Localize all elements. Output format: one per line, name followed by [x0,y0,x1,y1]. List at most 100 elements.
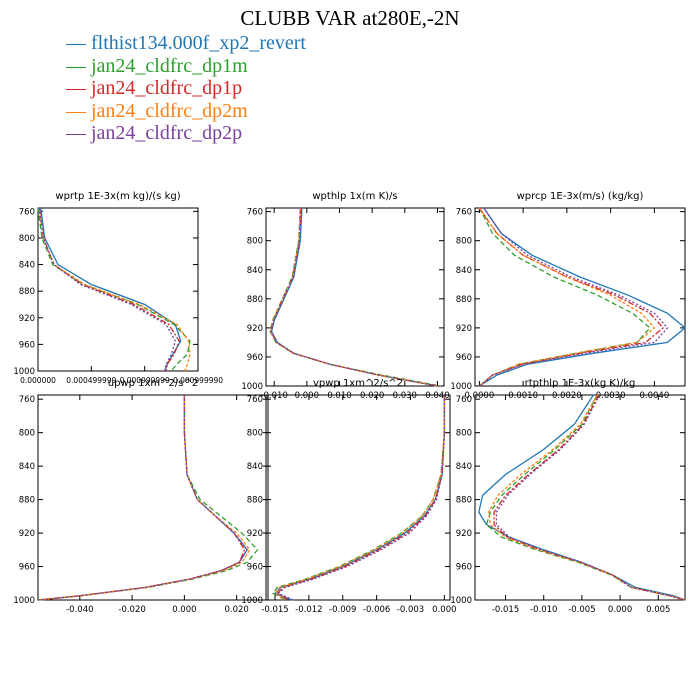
series-line-2 [270,207,438,387]
x-tick-label: 0.0030 [596,391,626,401]
series-line-0 [479,207,687,387]
y-tick-label: 920 [19,529,35,539]
plot-frame [37,207,199,372]
panel-0: wprtp 1E-3x(m kg)/(s kg) 760 800 840 880 920 9… [13,191,223,385]
x-tick-label: -0.010 [530,605,557,615]
series-line-2 [38,207,181,372]
plot-frame [37,394,269,601]
x-tick-label: 0.0010 [508,391,538,401]
y-tick-label: 840 [247,266,263,276]
x-tick-label: -0.015 [492,605,519,615]
y-tick-label: 800 [19,429,35,439]
panel-5: rtpthlp 1E-3x(kg K)/kg 760 800 840 880 920 960… [450,378,686,615]
series-line-4 [495,394,686,601]
plot-frame [265,394,451,601]
x-tick-label: -0.015 [261,605,288,615]
x-tick-label: 0.000 [295,391,319,401]
y-tick-label: 920 [456,529,472,539]
x-tick-label: 0.000 [608,605,632,615]
legend-dash: — [66,122,91,144]
y-tick-label: 840 [456,462,472,472]
series-line-3 [274,395,446,601]
y-tick-label: 840 [19,462,35,472]
y-tick-label: 920 [19,314,35,324]
x-tick-label: -0.005 [568,605,595,615]
x-tick-label: -0.003 [397,605,424,615]
legend-item-2: — jan24_cldfrc_dp1p [66,77,306,100]
y-tick-label: 1000 [13,596,35,606]
x-tick-label: -0.040 [66,605,93,615]
y-tick-label: 840 [247,462,263,472]
x-tick-label: -0.006 [363,605,390,615]
series-line-2 [493,394,686,601]
y-tick-label: 920 [247,324,263,334]
series-line-2 [276,395,446,601]
y-tick-label: 880 [456,496,472,506]
y-tick-label: 880 [19,496,35,506]
x-tick-label: 0.000 [432,605,456,615]
y-tick-label: 1000 [241,382,263,392]
x-tick-label: 0.000999999 [120,376,170,385]
series-line-1 [37,395,259,601]
series-line-0 [37,395,248,601]
y-tick-label: 1000 [241,596,263,606]
x-tick-label: 0.000000 [20,376,56,385]
y-tick-label: 960 [247,563,263,573]
y-tick-label: 960 [19,563,35,573]
series-line-4 [478,207,669,387]
legend-dash: — [66,32,91,54]
series-line-0 [478,394,686,601]
x-tick-label: 0.040 [425,391,449,401]
y-tick-label: 800 [456,237,472,247]
y-tick-label: 960 [19,340,35,350]
series-line-1 [485,394,686,601]
series-line-4 [37,395,248,601]
y-tick-label: 960 [247,353,263,363]
plot-frame [474,394,686,601]
series-line-1 [37,207,191,372]
panel-2: wprcp 1E-3x(m/s) (kg/kg) 760 800 840 880 920 9… [450,191,687,401]
y-tick-label: 1000 [450,596,472,606]
x-tick-label: -0.020 [118,605,145,615]
series-line-2 [37,395,246,601]
y-tick-label: 1000 [450,382,472,392]
y-tick-label: 840 [456,266,472,276]
legend-dash: — [66,99,91,122]
legend-dash: — [66,77,91,99]
x-tick-label: 0.000 [172,605,196,615]
x-tick-label: 0.0000 [465,391,495,401]
series-line-1 [478,207,651,387]
series-line-3 [37,395,251,601]
panel-title: wprtp 1E-3x(m kg)/(s kg) [55,191,180,202]
plot-frame [474,207,686,387]
series-line-4 [38,207,177,372]
y-tick-label: 880 [19,287,35,297]
x-tick-label: 0.010 [327,391,351,401]
panel-title: upwp 1xm^2/s^2 [108,378,198,389]
y-tick-label: 1000 [13,367,35,377]
legend-item-4: — jan24_cldfrc_dp2p [66,122,306,145]
x-tick-label: 0.020 [224,605,248,615]
legend-label: jan24_cldfrc_dp1p [91,77,243,99]
y-tick-label: 800 [19,234,35,244]
series-line-0 [270,207,438,387]
y-tick-label: 760 [456,208,472,218]
x-tick-label: 0.020 [360,391,384,401]
legend-label: flthist134.000f_xp2_revert [91,32,306,54]
legend: — flthist134.000f_xp2_revert — jan24_cld… [66,32,306,145]
x-tick-label: 0.030 [393,391,417,401]
y-tick-label: 840 [19,261,35,271]
y-tick-label: 760 [247,395,263,405]
legend-label: jan24_cldfrc_dp1m [91,54,248,77]
series-line-1 [269,207,441,387]
figure-title: CLUBB VAR at280E,-2N [240,6,460,30]
legend-item-1: — jan24_cldfrc_dp1m [66,55,306,78]
legend-label: jan24_cldfrc_dp2m [91,99,248,122]
series-line-3 [269,207,438,387]
y-tick-label: 800 [247,237,263,247]
x-tick-label: -0.012 [295,605,322,615]
y-tick-label: 920 [456,324,472,334]
legend-dash: — [66,54,91,77]
x-tick-label: 0.0040 [640,391,670,401]
